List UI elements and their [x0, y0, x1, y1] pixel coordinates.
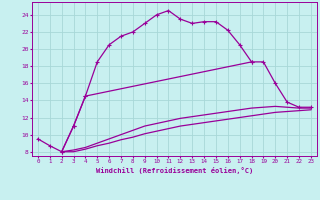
X-axis label: Windchill (Refroidissement éolien,°C): Windchill (Refroidissement éolien,°C): [96, 167, 253, 174]
